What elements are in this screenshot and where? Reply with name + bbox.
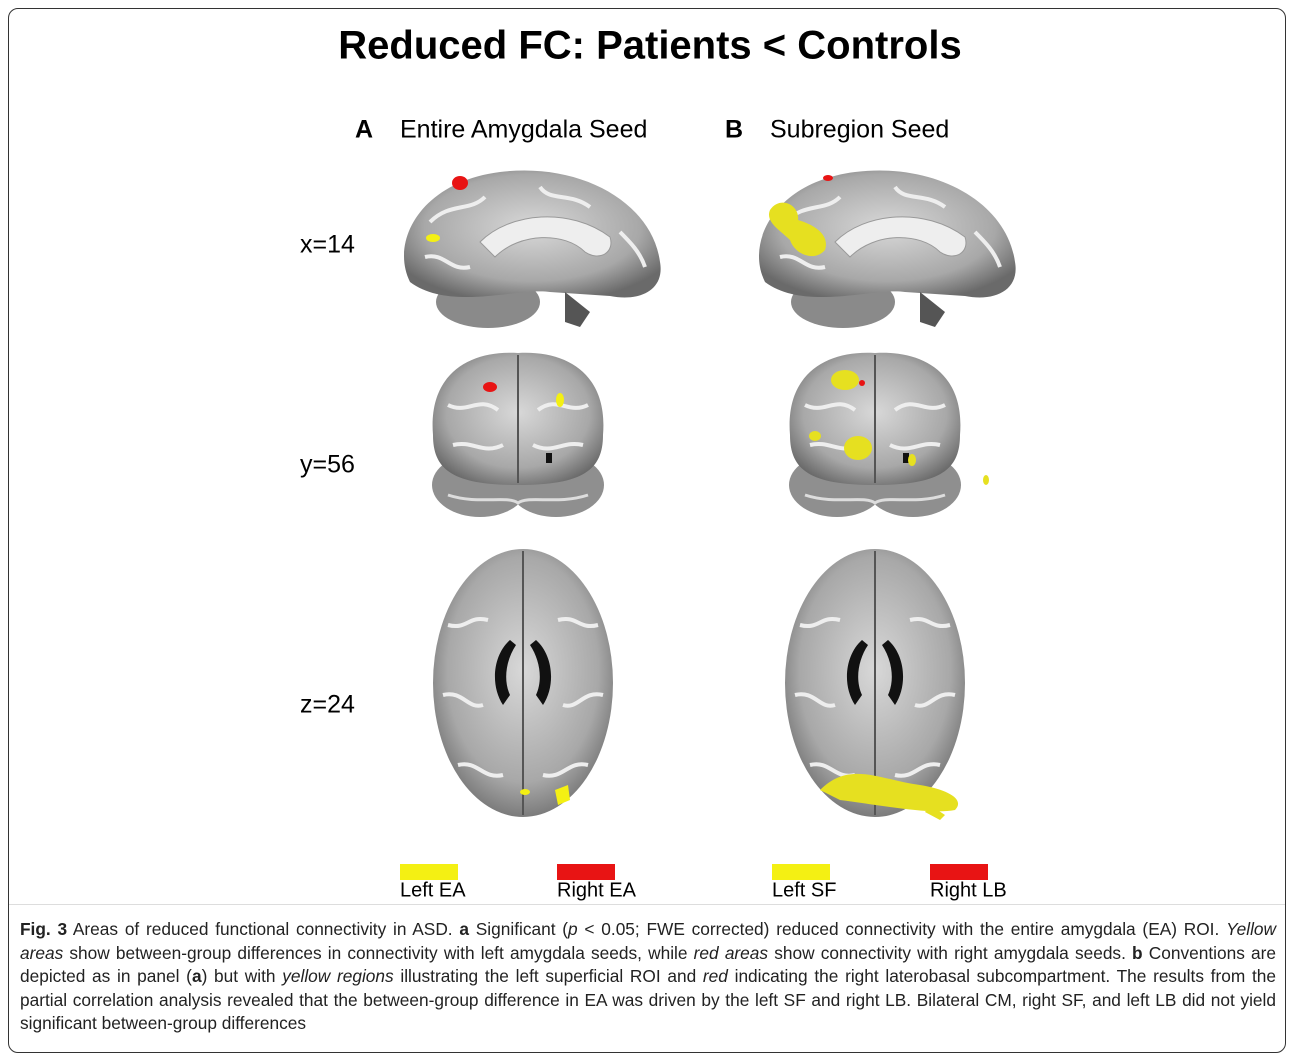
caption-run: show between-group differences in connec…: [63, 943, 693, 963]
legend-label: Left EA: [400, 879, 466, 901]
legend: Left EA Right EA Left SF Right LB: [400, 864, 1007, 901]
caption-run: yellow regions: [282, 966, 393, 986]
caption: Fig. 3 Areas of reduced functional conne…: [20, 918, 1276, 1036]
figure-title: Reduced FC: Patients < Controls: [338, 24, 961, 68]
legend-swatch: [400, 864, 458, 880]
legend-swatch: [557, 864, 615, 880]
brain-slices: [404, 170, 1016, 817]
slice-label: x=14: [300, 231, 355, 259]
legend-label: Right EA: [557, 879, 637, 901]
caption-run: illustrating the left superficial ROI an…: [394, 966, 703, 986]
panel-label: Subregion Seed: [770, 116, 949, 144]
caption-run: Areas of reduced functional connectivity…: [67, 919, 459, 939]
caption-run: Fig. 3: [20, 919, 67, 939]
caption-run: p: [568, 919, 578, 939]
caption-run: red: [703, 966, 728, 986]
caption-run: show connectivity with right amygdala se…: [768, 943, 1132, 963]
page: Reduced FC: Patients < Controls A Entire…: [0, 0, 1295, 1062]
caption-run: Significant (: [469, 919, 568, 939]
caption-run: a: [459, 919, 469, 939]
slice-label: z=24: [300, 691, 355, 719]
caption-run: a: [192, 966, 202, 986]
caption-run: < 0.05; FWE corrected) reduced connectiv…: [578, 919, 1226, 939]
legend-label: Left SF: [772, 879, 836, 901]
legend-swatch: [930, 864, 988, 880]
panel-letter: A: [355, 116, 373, 144]
caption-run: ) but with: [202, 966, 283, 986]
panel-label: Entire Amygdala Seed: [400, 116, 647, 144]
figure: Reduced FC: Patients < Controls A Entire…: [0, 0, 1295, 905]
caption-run: b: [1132, 943, 1143, 963]
caption-run: red areas: [694, 943, 768, 963]
legend-swatch: [772, 864, 830, 880]
legend-label: Right LB: [930, 879, 1007, 901]
panel-letter: B: [725, 116, 743, 144]
slice-label: y=56: [300, 451, 355, 479]
